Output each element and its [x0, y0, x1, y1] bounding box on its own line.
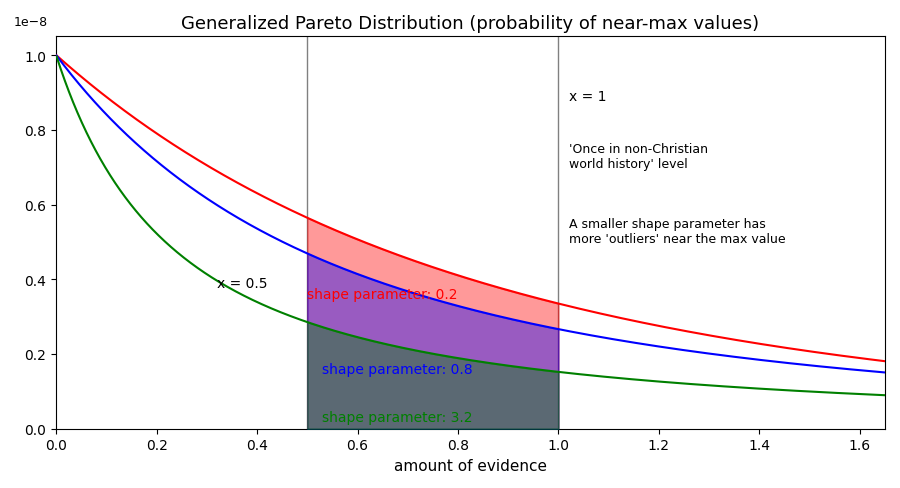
Text: x = 1: x = 1 [569, 90, 606, 103]
Text: A smaller shape parameter has
more 'outliers' near the max value: A smaller shape parameter has more 'outl… [569, 218, 785, 245]
X-axis label: amount of evidence: amount of evidence [394, 458, 547, 473]
Text: shape parameter: 3.2: shape parameter: 3.2 [322, 410, 473, 425]
Text: shape parameter: 0.8: shape parameter: 0.8 [322, 362, 473, 376]
Text: x = 0.5: x = 0.5 [217, 276, 267, 290]
Text: 1e−8: 1e−8 [14, 17, 48, 29]
Text: shape parameter: 0.2: shape parameter: 0.2 [308, 287, 458, 301]
Text: 'Once in non-Christian
world history' level: 'Once in non-Christian world history' le… [569, 143, 707, 171]
Title: Generalized Pareto Distribution (probability of near-max values): Generalized Pareto Distribution (probabi… [182, 15, 760, 33]
